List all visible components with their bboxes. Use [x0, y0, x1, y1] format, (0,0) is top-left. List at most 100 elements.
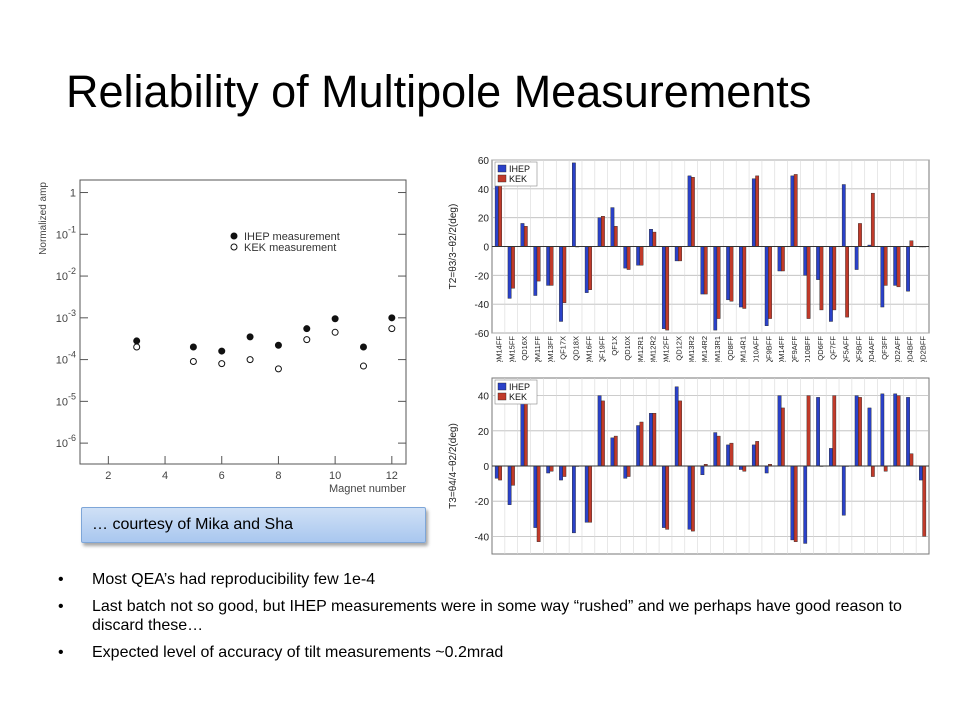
bar: [867, 407, 872, 467]
category-label: QF5BFF: [854, 336, 863, 362]
data-point: [133, 337, 141, 345]
bar: [674, 386, 679, 467]
data-point: [274, 365, 282, 373]
bar: [691, 177, 695, 247]
bar: [806, 246, 811, 319]
bar: [819, 246, 824, 311]
bullet-item: Most QEA’s had reproducibility few 1e-4: [58, 570, 918, 589]
bar: [533, 246, 538, 296]
bar: [626, 465, 631, 477]
bar: [511, 465, 515, 486]
category-label: QD2BFF: [919, 336, 928, 362]
y-tick-label: 10-1: [56, 224, 76, 241]
category-label: QM14FF: [494, 336, 503, 362]
bar: [841, 465, 846, 516]
bar: [588, 465, 592, 523]
legend-swatch: [497, 382, 507, 391]
bar: [507, 465, 512, 505]
legend-label: IHEP: [509, 164, 530, 174]
bar: [494, 465, 499, 479]
bar: [751, 444, 756, 467]
category-label: QD4BFF: [906, 336, 915, 362]
bar: [909, 240, 914, 247]
bar: [858, 397, 862, 467]
bar: [906, 246, 910, 292]
legend-swatch: [497, 164, 507, 173]
bar: [572, 162, 576, 247]
category-label: QM11FF: [533, 336, 542, 362]
category-label: QD10AFF: [751, 336, 760, 362]
category-label: QF3FF: [880, 336, 889, 360]
category-label: QD10X: [623, 336, 632, 361]
bar: [906, 397, 910, 467]
bar: [520, 395, 525, 467]
bar: [536, 465, 541, 542]
data-point: [246, 333, 254, 341]
data-point: [133, 343, 141, 351]
x-tick-label: 2: [105, 470, 111, 482]
bar: [880, 393, 885, 467]
bar: [549, 246, 554, 286]
category-label: QD2AFF: [893, 336, 902, 362]
category-label: QM13R2: [687, 336, 696, 362]
bar: [610, 207, 615, 247]
y-tick-label: 10-5: [56, 391, 76, 408]
legend-label: IHEP: [509, 382, 530, 392]
data-point: [303, 336, 311, 344]
bar: [755, 175, 760, 247]
bar: [665, 465, 670, 530]
category-label: QF7FF: [829, 336, 838, 360]
legend-label: IHEP measurement: [244, 231, 340, 243]
data-point: [274, 341, 282, 349]
bar: [559, 246, 563, 322]
bar: [636, 425, 641, 467]
bar: [584, 465, 589, 523]
bar: [909, 453, 914, 467]
bar: [665, 246, 670, 331]
bar: [597, 395, 602, 467]
legend-marker: [230, 232, 238, 240]
bar: [639, 421, 644, 467]
category-label: QF1X: [610, 336, 619, 356]
bar: [601, 216, 605, 247]
category-label: QM14R1: [739, 336, 748, 362]
t2-bar-chart: -60 -40 -20 0 20 40 60 QM14FF QM15FF QD16X QM11FF Q…: [448, 156, 930, 362]
bar: [597, 217, 602, 247]
bar: [661, 465, 666, 528]
bar: [790, 175, 795, 247]
data-point: [246, 356, 254, 364]
category-label: QM13FF: [546, 336, 555, 362]
y-axis-label: T2=θ3/3−θ2/2(deg): [448, 204, 459, 290]
bar: [803, 246, 808, 276]
slide-title: Reliability of Multipole Measurements: [66, 66, 812, 117]
bar: [729, 246, 734, 302]
bar: [858, 223, 862, 247]
bar: [806, 395, 811, 467]
x-tick-label: 8: [275, 470, 281, 482]
category-label: QF19FF: [597, 336, 606, 362]
data-point: [388, 314, 396, 322]
bar: [777, 395, 782, 467]
category-label: QD18X: [572, 336, 581, 361]
x-tick-label: 4: [162, 470, 168, 482]
category-label: QM12R1: [636, 336, 645, 362]
bar: [854, 395, 859, 467]
bar: [777, 246, 782, 272]
bar: [716, 246, 721, 319]
bar: [546, 465, 551, 474]
y-tick-label: -20: [475, 271, 490, 282]
bar: [691, 465, 695, 532]
bar: [896, 395, 901, 467]
bar: [687, 465, 692, 530]
bar: [652, 413, 657, 467]
bar: [610, 437, 615, 467]
bar: [726, 246, 730, 301]
bar: [755, 441, 760, 467]
y-tick-label: 0: [483, 462, 489, 473]
category-label: QM14R2: [700, 336, 709, 362]
category-label: QF17X: [559, 336, 568, 360]
bar: [793, 174, 798, 247]
y-tick-label: -40: [475, 532, 490, 543]
bar: [764, 465, 769, 474]
bar: [626, 246, 631, 270]
